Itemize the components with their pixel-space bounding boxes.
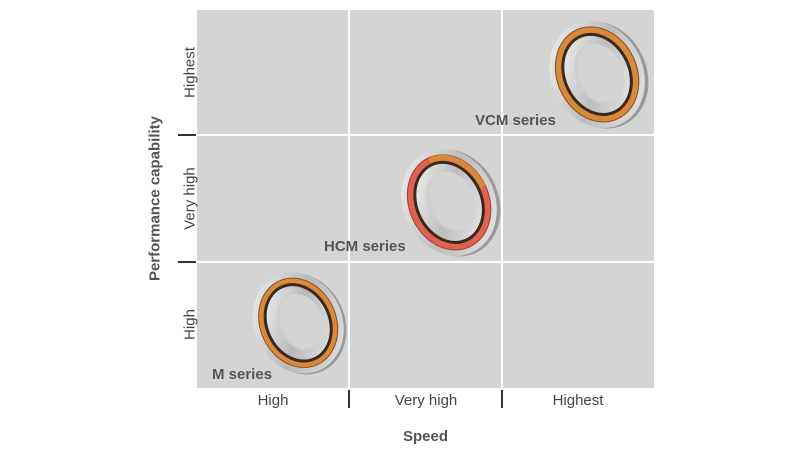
x-axis-title: Speed — [402, 428, 448, 445]
grid-line-vertical-1 — [348, 10, 350, 388]
x-tick-label: Very high — [394, 392, 458, 409]
bearing-icon — [252, 272, 347, 375]
grid-line-vertical-2 — [501, 10, 503, 388]
y-tick-label: Very high — [181, 167, 199, 230]
x-tick-label: High — [257, 392, 289, 409]
y-axis-title: Performance capability — [146, 115, 164, 282]
bearing-icon — [401, 148, 501, 257]
bearing-icon — [549, 20, 649, 129]
y-axis-divider-2 — [178, 261, 196, 263]
grid-line-horizontal-1 — [197, 134, 654, 136]
series-label: M series — [212, 366, 273, 383]
series-label: VCM series — [475, 112, 556, 129]
series-label: HCM series — [324, 238, 406, 255]
y-tick-label: High — [181, 309, 199, 340]
grid-line-horizontal-2 — [197, 261, 654, 263]
y-tick-label: Highest — [181, 47, 199, 98]
x-axis-divider-1 — [348, 390, 350, 408]
x-axis-divider-2 — [501, 390, 503, 408]
y-axis-divider-1 — [178, 134, 196, 136]
x-tick-label: Highest — [552, 392, 604, 409]
